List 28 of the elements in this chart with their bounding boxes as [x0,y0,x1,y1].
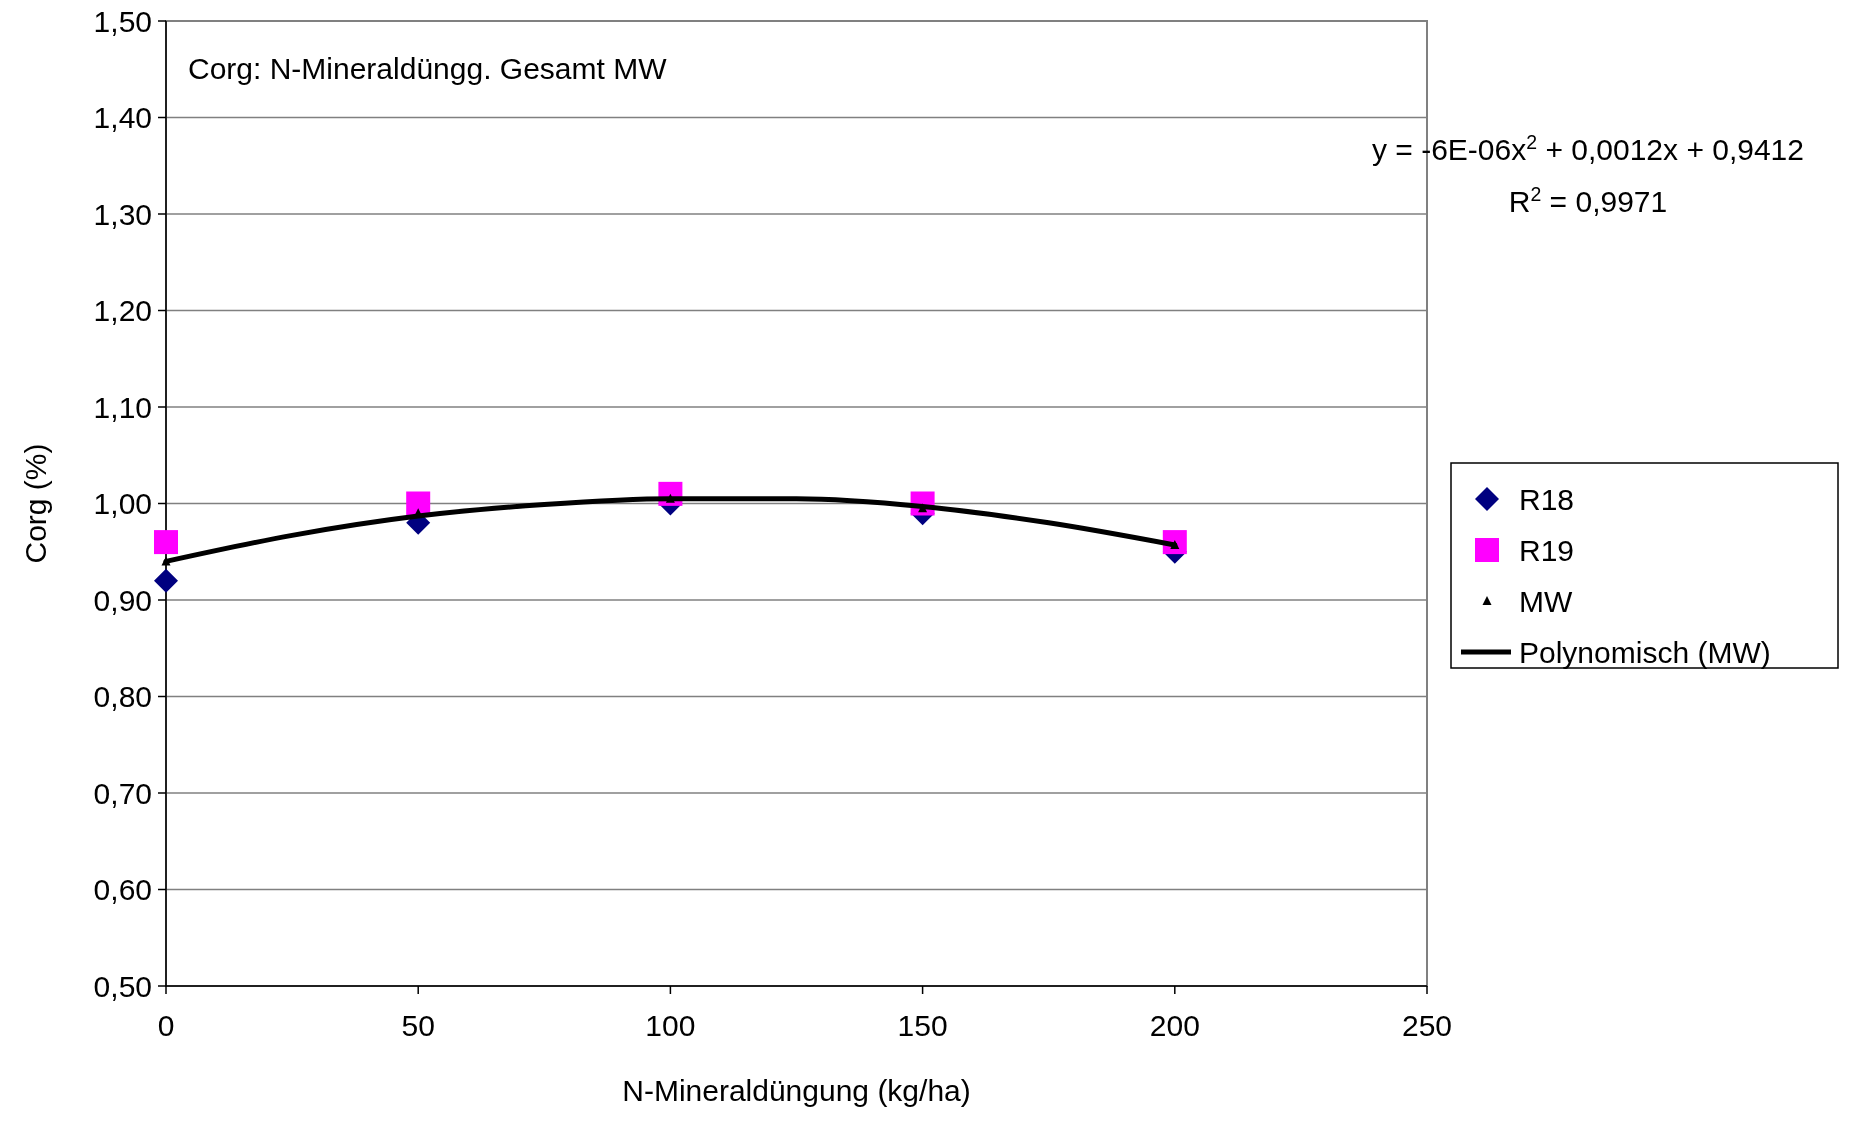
legend-label: MW [1519,584,1573,618]
text: R$^{2}$ = 0,9971 [1508,183,1668,218]
y-tick-label: 1,20 [93,294,152,327]
y-tick-label: 0,70 [93,776,152,810]
y-tick-label: 0,90 [93,583,152,617]
x-tick-label: 250 [1401,1009,1453,1042]
y-tick-label: 0,80 [93,680,152,713]
y-tick-label: 1,40 [93,101,152,134]
x-tick-label: 200 [1149,1009,1200,1042]
legend-label: R19 [1519,533,1575,567]
legend-label: Polynomisch (MW) [1519,635,1771,669]
x-tick-label: 150 [897,1009,948,1042]
y-tick-label: 1,10 [93,390,152,424]
y-tick-label: 1,00 [93,487,152,520]
annotation: y = -6E-06x$^{2}$ + 0,0012x + 0,9412 [1372,131,1804,166]
y-tick-label: 1,50 [93,4,152,38]
x-tick-label: 50 [401,1009,435,1042]
legend-label: R18 [1519,482,1575,516]
point [154,530,178,555]
y-tick-label: 0,60 [93,873,152,906]
y-tick-label: 0,50 [93,969,152,1003]
x-tick-label: 100 [645,1009,696,1042]
text: Corg: N-Mineraldüngg. Gesamt MW [188,52,668,85]
x-tick-label: 0 [157,1009,175,1042]
point [154,568,178,593]
y-tick-label: 1,30 [93,197,152,231]
y-axis-title: Corg (%) [19,443,52,564]
x-axis-title: N-Mineraldüngung (kg/ha) [622,1074,971,1107]
